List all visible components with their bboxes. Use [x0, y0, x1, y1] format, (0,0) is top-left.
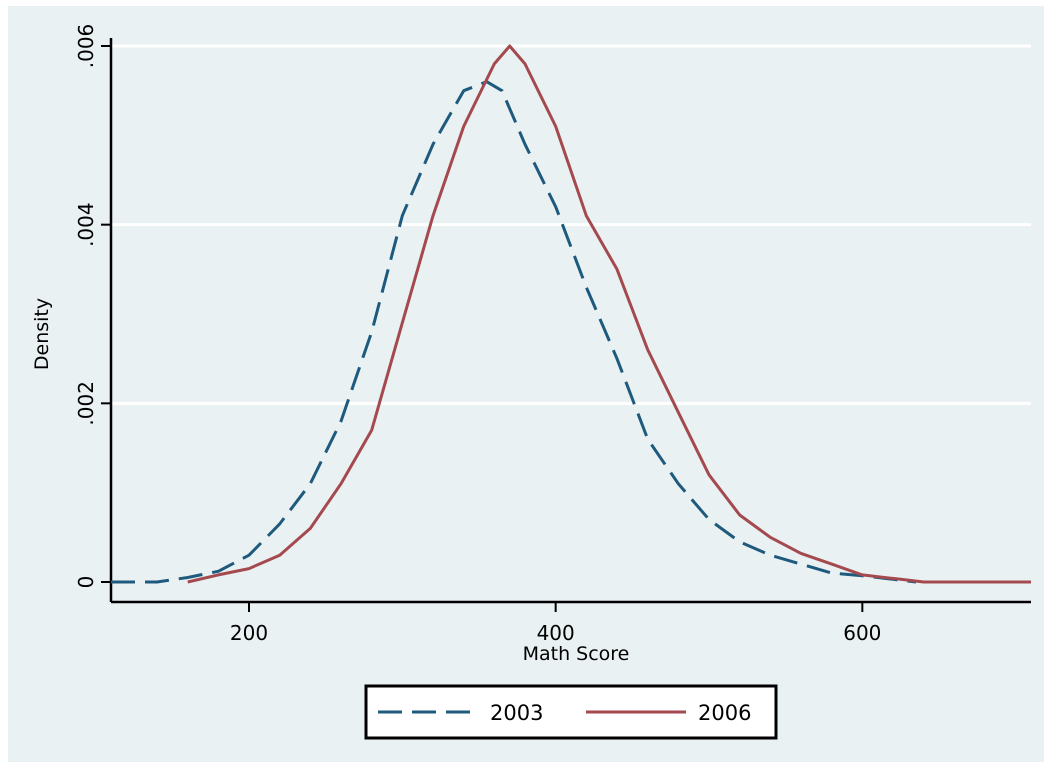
legend: 2003 2006 — [364, 684, 778, 740]
chart-frame: 0 .002 .004 .006 200 400 600 Math Score Densit… — [8, 6, 1044, 762]
y-axis-title: Density — [31, 298, 53, 370]
y-tick-label-2: .004 — [74, 202, 98, 247]
x-axis-title: Math Score — [523, 643, 630, 665]
series-line-2006 — [187, 44, 1031, 584]
gridlines — [111, 44, 1031, 405]
x-tick-label-1: 400 — [537, 621, 575, 645]
series-line-2003 — [111, 80, 917, 584]
tick-labels: 0 .002 .004 .006 200 400 600 — [74, 24, 881, 645]
legend-label-2003: 2003 — [490, 701, 543, 725]
y-tick-label-3: .006 — [74, 24, 98, 69]
x-tick-label-2: 600 — [843, 621, 881, 645]
series-lines — [111, 44, 1031, 584]
legend-label-2006: 2006 — [698, 701, 751, 725]
x-tick-label-0: 200 — [230, 621, 268, 645]
axes — [101, 38, 1031, 612]
y-tick-label-1: .002 — [74, 381, 98, 426]
density-chart: 0 .002 .004 .006 200 400 600 Math Score Densit… — [31, 24, 1031, 740]
y-tick-label-0: 0 — [74, 576, 98, 589]
